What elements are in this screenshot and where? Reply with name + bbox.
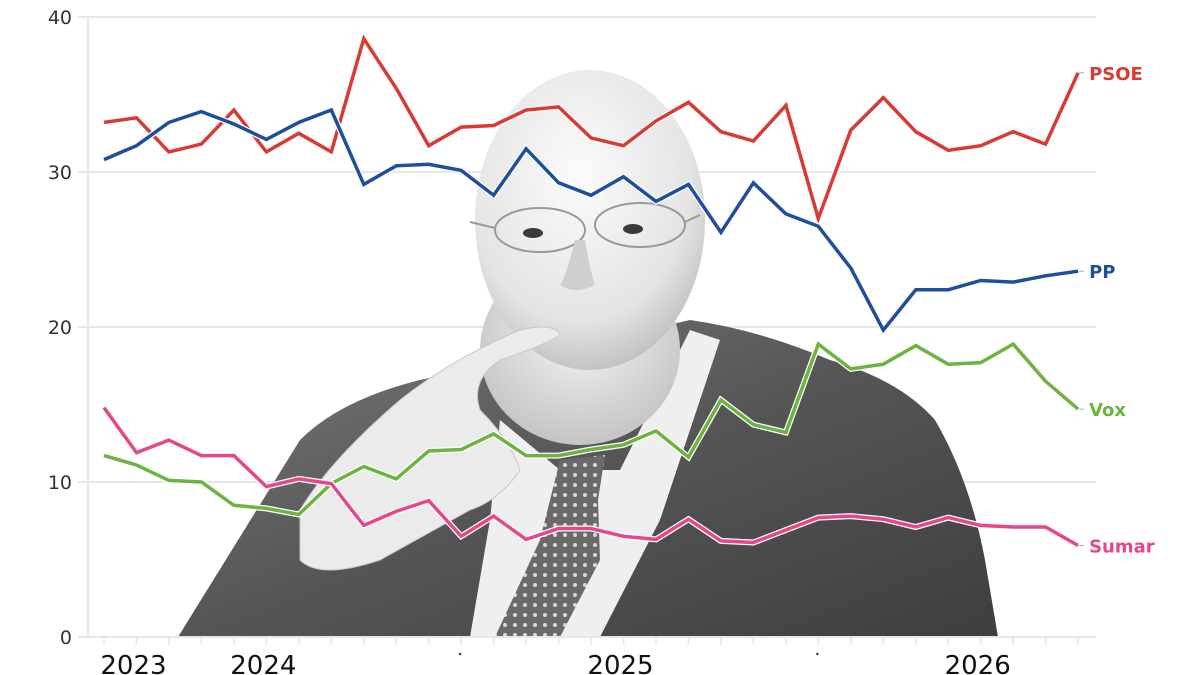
y-tick-label: 10 [48, 472, 72, 494]
series-line-pp [103, 107, 1079, 334]
series-label-psoe: PSOE [1089, 64, 1143, 85]
series-line-vox [103, 341, 1080, 517]
tie [495, 455, 605, 637]
x-tick-label-2025: 2025 [587, 651, 653, 675]
series-lines [101, 31, 1081, 549]
series-label-pp: PP [1089, 262, 1115, 283]
series-line-psoe [103, 34, 1080, 225]
x-minor-dot [458, 652, 462, 656]
x-tick-label-2023: 2023 [100, 651, 166, 675]
series-labels: PSOE PP Vox Sumar [1079, 64, 1155, 558]
x-tick-label-2026: 2026 [945, 651, 1011, 675]
x-axis: 2023 2024 2025 2026 [78, 636, 1096, 675]
y-axis: 0 10 20 30 40 [48, 7, 72, 649]
y-tick-label: 40 [48, 7, 72, 29]
y-tick-label: 0 [60, 627, 72, 649]
x-tick-label-2024: 2024 [230, 651, 296, 675]
portrait-photo [178, 70, 998, 637]
series-label-vox: Vox [1089, 400, 1126, 421]
y-tick-label: 30 [48, 162, 72, 184]
series-line-sumar [102, 406, 1079, 548]
series-label-sumar: Sumar [1089, 537, 1155, 558]
x-minor-dot [816, 652, 819, 656]
head [475, 70, 705, 370]
glasses [469, 202, 701, 253]
y-tick-label: 20 [48, 317, 72, 339]
